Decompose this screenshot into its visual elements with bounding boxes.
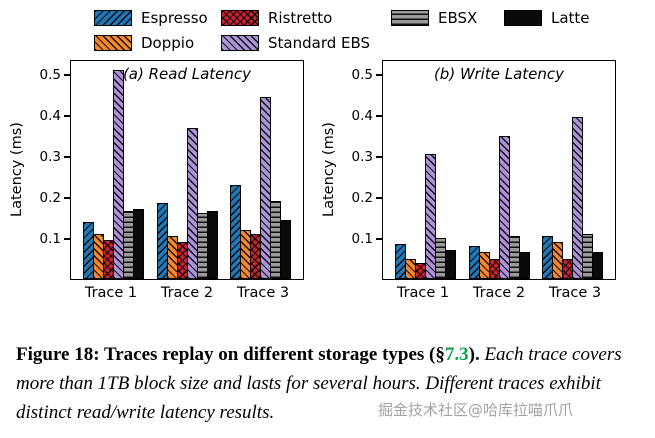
bar-standard-ebs-trace-1 xyxy=(425,154,437,279)
y-tick-label: 0.2 xyxy=(39,190,61,207)
figure-caption: Figure 18: Traces replay on different st… xyxy=(16,340,640,427)
y-tick-mark xyxy=(376,197,382,200)
caption-bold-close: ). xyxy=(468,344,480,365)
legend-label-espresso: Espresso xyxy=(141,9,208,27)
y-tick-label: 0.2 xyxy=(351,190,373,207)
bar-group-trace-3 xyxy=(541,117,603,279)
x-tick-label-trace-2: Trace 2 xyxy=(160,285,214,301)
y-tick-mark xyxy=(64,115,70,118)
bar-group-trace-1 xyxy=(395,154,457,279)
bar-latte-trace-1 xyxy=(445,250,457,279)
bar-group-trace-3 xyxy=(229,97,291,279)
caption-italic-text: Each trace covers more than 1TB block si… xyxy=(16,344,622,423)
caption-bold-text: Traces replay on different storage types… xyxy=(103,344,445,365)
x-tick-label-trace-3: Trace 3 xyxy=(548,285,602,301)
legend-swatch-ristretto xyxy=(221,10,259,26)
y-tick-0.4: 0.4 xyxy=(40,108,70,124)
y-tick-label: 0.1 xyxy=(351,231,373,248)
y-tick-label: 0.4 xyxy=(39,108,61,125)
y-tick-0.2: 0.2 xyxy=(40,190,70,206)
x-tick-label-trace-1: Trace 1 xyxy=(396,285,450,301)
bar-standard-ebs-trace-2 xyxy=(498,136,510,279)
y-tick-0.5: 0.5 xyxy=(352,67,382,83)
chart-read-latency: Latency (ms) 0.1 0.2 0.3 0.4 0.5 (a) Read La… xyxy=(8,60,304,301)
bar-groups xyxy=(383,61,615,279)
caption-bold: Figure 18: Traces replay on different st… xyxy=(16,344,480,365)
y-tick-mark xyxy=(64,156,70,159)
y-tick-mark xyxy=(376,156,382,159)
legend-item-latte: Latte xyxy=(504,10,614,26)
y-axis-ticks: 0.1 0.2 0.3 0.4 0.5 xyxy=(26,60,70,280)
y-tick-mark xyxy=(376,115,382,118)
legend-item-ristretto: Ristretto xyxy=(221,10,391,26)
y-tick-label: 0.3 xyxy=(39,149,61,166)
bar-groups xyxy=(71,61,303,279)
legend-swatch-latte xyxy=(504,10,542,26)
x-tick-label-trace-2: Trace 2 xyxy=(472,285,526,301)
chart-title: (a) Read Latency xyxy=(122,65,252,83)
plot-area: (a) Read Latency xyxy=(70,60,304,280)
y-tick-0.2: 0.2 xyxy=(352,190,382,206)
y-tick-mark xyxy=(64,197,70,200)
x-tick-label-trace-1: Trace 1 xyxy=(84,285,138,301)
y-axis-ticks: 0.1 0.2 0.3 0.4 0.5 xyxy=(338,60,382,280)
bar-standard-ebs-trace-1 xyxy=(113,70,125,279)
legend-swatch-doppio xyxy=(94,35,132,51)
chart-title: (b) Write Latency xyxy=(433,65,565,83)
section-ref-link[interactable]: 7.3 xyxy=(444,344,469,365)
legend-swatch-ebsx xyxy=(391,10,429,26)
y-tick-label: 0.1 xyxy=(39,231,61,248)
legend-label-doppio: Doppio xyxy=(141,34,195,52)
caption-figure-label: Figure 18: xyxy=(16,344,100,365)
watermark: 掘金技术社区@哈库拉喵爪爪 xyxy=(378,401,574,419)
bar-latte-trace-3 xyxy=(279,220,291,279)
bar-group-trace-1 xyxy=(83,70,145,279)
y-tick-label: 0.3 xyxy=(351,149,373,166)
x-axis-labels: Trace 1 Trace 2 Trace 3 xyxy=(382,285,616,301)
y-tick-label: 0.5 xyxy=(351,67,373,84)
bar-group-trace-2 xyxy=(156,128,218,279)
bar-standard-ebs-trace-3 xyxy=(571,117,583,279)
legend: Espresso Ristretto EBSX Latte Doppio Standard… xyxy=(94,10,614,51)
chart-write-latency: Latency (ms) 0.1 0.2 0.3 0.4 0.5 (b) Write L… xyxy=(320,60,616,301)
legend-item-espresso: Espresso xyxy=(94,10,221,26)
bar-latte-trace-3 xyxy=(591,252,603,279)
plot-area: (b) Write Latency xyxy=(382,60,616,280)
bar-group-trace-2 xyxy=(468,136,530,279)
y-axis-label: Latency (ms) xyxy=(9,122,25,218)
legend-item-ebsx: EBSX xyxy=(391,10,504,26)
legend-label-ristretto: Ristretto xyxy=(268,9,333,27)
bar-latte-trace-2 xyxy=(518,252,530,279)
bar-latte-trace-2 xyxy=(206,211,218,279)
y-tick-label: 0.5 xyxy=(39,67,61,84)
y-tick-0.5: 0.5 xyxy=(40,67,70,83)
legend-label-latte: Latte xyxy=(551,9,590,27)
y-tick-0.1: 0.1 xyxy=(352,231,382,247)
y-tick-label: 0.4 xyxy=(351,108,373,125)
legend-label-ebsx: EBSX xyxy=(438,9,478,27)
y-tick-mark xyxy=(376,238,382,241)
y-tick-mark xyxy=(64,238,70,241)
y-tick-0.4: 0.4 xyxy=(352,108,382,124)
legend-item-standard-ebs: Standard EBS xyxy=(221,35,391,51)
y-tick-0.3: 0.3 xyxy=(40,149,70,165)
y-tick-0.1: 0.1 xyxy=(40,231,70,247)
y-axis-label: Latency (ms) xyxy=(321,122,337,218)
bar-latte-trace-1 xyxy=(133,209,145,279)
legend-swatch-espresso xyxy=(94,10,132,26)
y-tick-mark xyxy=(64,74,70,77)
legend-swatch-standard-ebs xyxy=(221,35,259,51)
charts-row: Latency (ms) 0.1 0.2 0.3 0.4 0.5 (a) Read La… xyxy=(8,60,616,301)
bar-standard-ebs-trace-2 xyxy=(186,128,198,279)
legend-label-standard-ebs: Standard EBS xyxy=(268,34,371,52)
bar-standard-ebs-trace-3 xyxy=(259,97,271,279)
x-tick-label-trace-3: Trace 3 xyxy=(236,285,290,301)
y-tick-mark xyxy=(376,74,382,77)
legend-item-doppio: Doppio xyxy=(94,35,221,51)
x-axis-labels: Trace 1 Trace 2 Trace 3 xyxy=(70,285,304,301)
y-tick-0.3: 0.3 xyxy=(352,149,382,165)
